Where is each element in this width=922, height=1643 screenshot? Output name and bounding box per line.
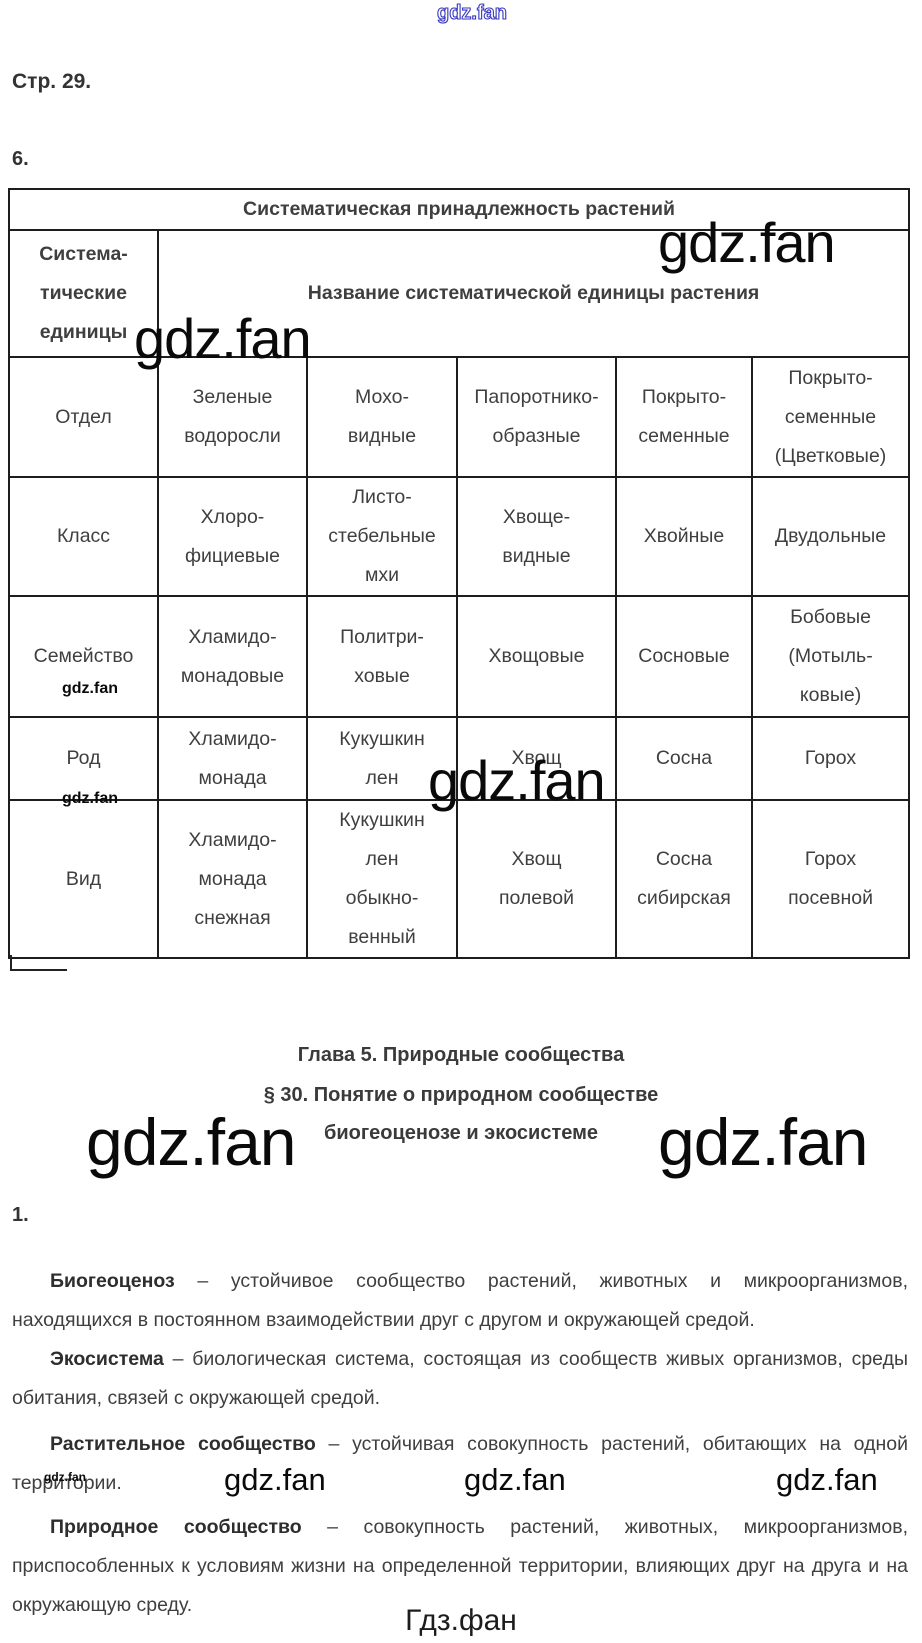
table-cell: Кукушкин лен обыкно- венный: [306, 799, 458, 959]
site-watermark: gdz.fan: [86, 1105, 296, 1179]
table-title: Систематическая принадлежность растений: [7, 188, 911, 231]
table-cell: Листо- стебельные мхи: [306, 476, 458, 597]
site-watermark: gdz.fan: [428, 749, 606, 812]
column-header-names: Название систематической единицы растени…: [156, 229, 911, 358]
row-label: Класс: [8, 476, 159, 597]
task-number-6: 6.: [12, 148, 29, 170]
row-label: Семейство: [8, 595, 159, 718]
table-cell: Кукушкин лен: [306, 716, 458, 801]
site-watermark: gdz.fan: [436, 1, 507, 24]
table-cell: Горох: [750, 716, 911, 801]
site-watermark: gdz.fan: [776, 1462, 878, 1497]
definition-text: – биологическая система, состоящая из со…: [12, 1347, 908, 1409]
definition-biogeocenosis: Биогеоценоз – устойчивое сообщество раст…: [12, 1262, 908, 1340]
page-number-heading: Стр. 29.: [12, 70, 92, 93]
table-cell: Зеленые водоросли: [157, 356, 308, 478]
table-row: Вид Хламидо- монада снежная Кукушкин лен…: [8, 799, 911, 959]
table-cell: Горох посевной: [750, 799, 911, 959]
definition-text: – устойчивая совокупность растений, обит…: [12, 1432, 908, 1494]
site-watermark: gdz.fan: [464, 1462, 566, 1497]
table-row: Род Хламидо- монада Кукушкин лен Хвощ Со…: [8, 716, 911, 801]
cropped-table-remnant: [10, 955, 67, 971]
plant-systematics-table: Систематическая принадлежность растений …: [7, 188, 911, 959]
table-cell: Сосна: [615, 716, 753, 801]
paragraph-heading: § 30. Понятие о природном сообществе: [263, 1084, 659, 1106]
definition-text: – устойчивое сообщество растений, животн…: [12, 1269, 908, 1331]
table-cell: Мохо- видные: [306, 356, 458, 478]
table-cell: Хвоще- видные: [456, 476, 617, 597]
definition-plant-community: Растительное сообщество – устойчивая сов…: [12, 1425, 908, 1503]
site-watermark: gdz.fan: [658, 1105, 868, 1179]
row-label: Отдел: [8, 356, 159, 478]
table-cell: Сосна сибирская: [615, 799, 753, 959]
site-watermark: gdz.fan: [658, 211, 836, 274]
table-cell: Хламидо- монада снежная: [157, 799, 308, 959]
table-cell: Хвощ полевой: [456, 799, 617, 959]
table-row: Семейство Хламидо- монадовые Политри- хо…: [8, 595, 911, 718]
table-row: Отдел Зеленые водоросли Мохо- видные Пап…: [8, 356, 911, 478]
table-cell: Хвощ: [456, 716, 617, 801]
definition-term: Растительное сообщество: [50, 1432, 316, 1455]
site-watermark: gdz.fan: [134, 307, 312, 370]
site-watermark: gdz.fan: [44, 1470, 86, 1484]
definition-natural-community: Природное сообщество – совокупность раст…: [12, 1508, 908, 1625]
definition-term: Экосистема: [50, 1347, 164, 1370]
row-label: Вид: [8, 799, 159, 959]
column-header-units: Система- тические единицы: [8, 229, 159, 358]
table-cell: Покрыто- семенные: [615, 356, 753, 478]
definition-term: Биогеоценоз: [50, 1269, 175, 1292]
table-cell: Сосновые: [615, 595, 753, 718]
table-cell: Покрыто- семенные (Цветковые): [750, 356, 911, 478]
site-brand-footer: Гдз.фан: [405, 1604, 517, 1637]
site-watermark: gdz.fan: [62, 680, 118, 697]
table-cell: Папоротнико- образные: [456, 356, 617, 478]
site-watermark: gdz.fan: [224, 1462, 326, 1497]
definition-text: – совокупность растений, животных, микро…: [12, 1515, 908, 1616]
site-watermark: gdz.fan: [62, 790, 118, 807]
table-cell: Хвощовые: [456, 595, 617, 718]
chapter-heading: Глава 5. Природные сообщества: [297, 1044, 625, 1066]
table-row: Класс Хлоро- фициевые Листо- стебельные …: [8, 476, 911, 597]
definition-term: Природное сообщество: [50, 1515, 302, 1538]
table-cell: Хлоро- фициевые: [157, 476, 308, 597]
paragraph-subheading: биогеоценозе и экосистеме: [323, 1122, 599, 1144]
task-number-1: 1.: [12, 1204, 29, 1226]
table-cell: Хвойные: [615, 476, 753, 597]
table-cell: Хламидо- монадовые: [157, 595, 308, 718]
row-label: Род: [8, 716, 159, 801]
table-cell: Двудольные: [750, 476, 911, 597]
table-cell: Бобовые (Мотыль- ковые): [750, 595, 911, 718]
definition-ecosystem: Экосистема – биологическая система, сост…: [12, 1340, 908, 1418]
table-cell: Хламидо- монада: [157, 716, 308, 801]
table-cell: Политри- ховые: [306, 595, 458, 718]
